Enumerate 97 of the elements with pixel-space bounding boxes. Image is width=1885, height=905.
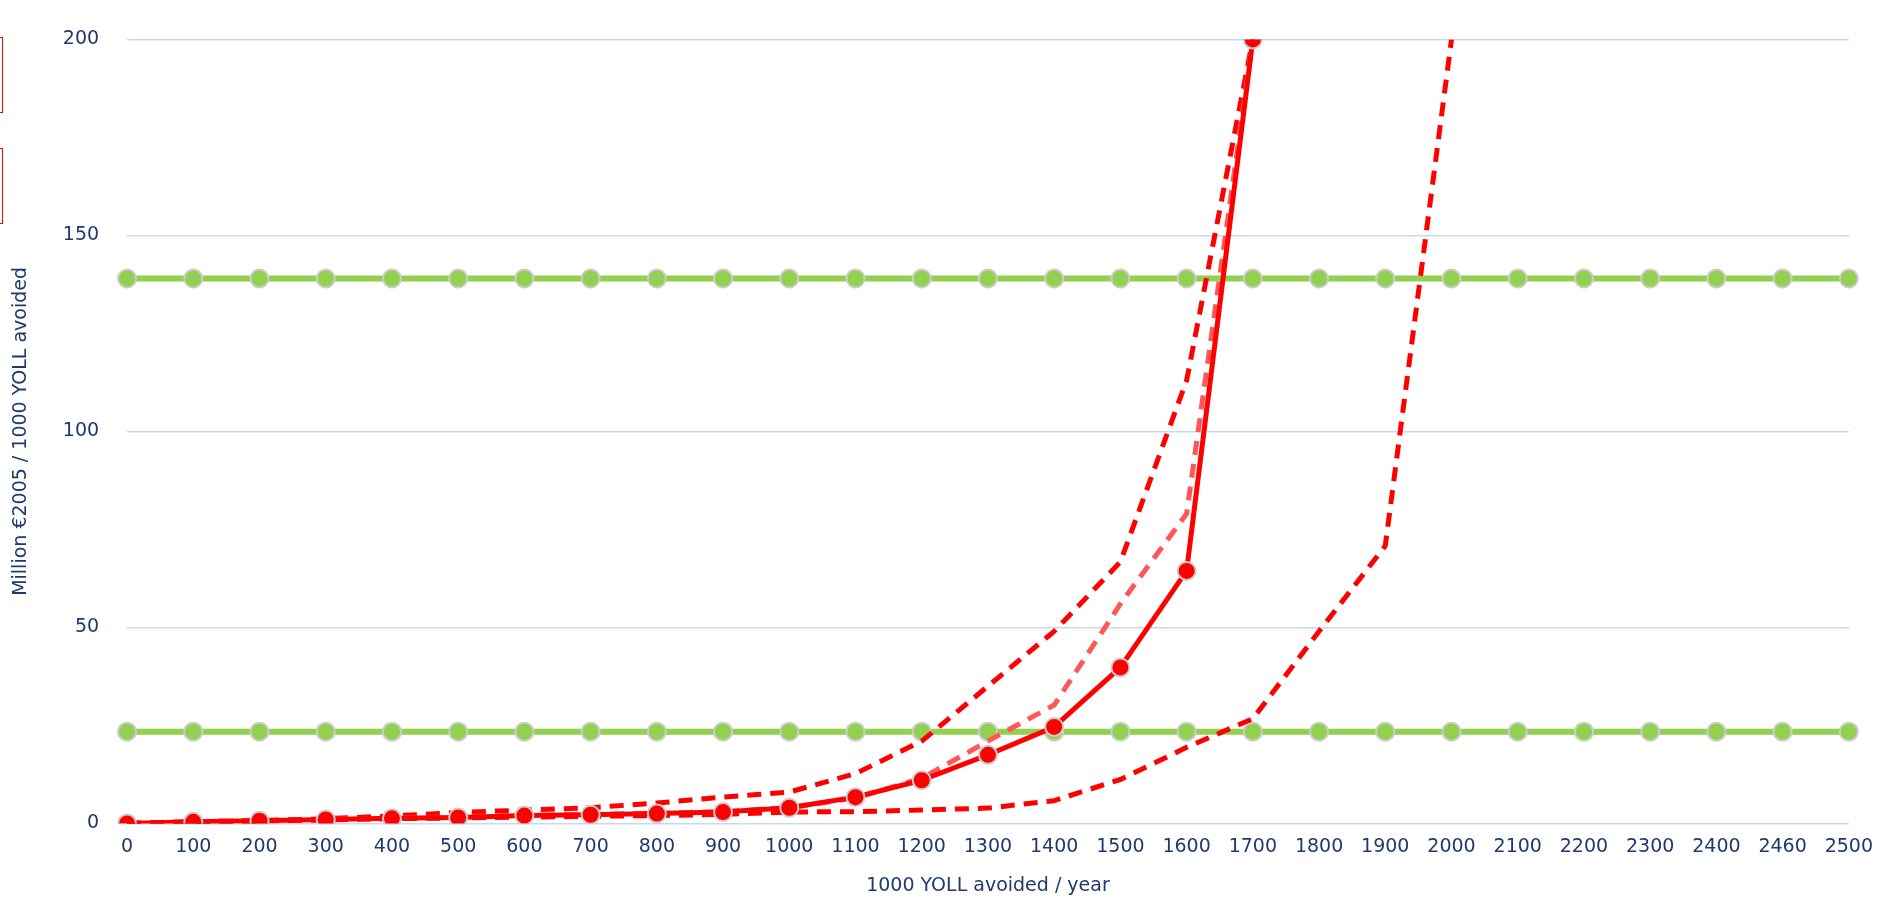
x-tick-label: 1300	[963, 833, 1013, 856]
point	[1838, 721, 1859, 742]
point	[1110, 657, 1131, 678]
point	[646, 721, 667, 742]
x-tick-label: 500	[440, 833, 477, 856]
point	[1772, 721, 1793, 742]
point	[1110, 268, 1131, 289]
point	[779, 797, 800, 818]
x-tick-label: 400	[373, 833, 411, 856]
point	[1044, 268, 1065, 289]
x-tick-label: 800	[638, 833, 675, 856]
point	[448, 721, 469, 742]
point	[1375, 268, 1396, 289]
point	[117, 721, 138, 742]
point	[183, 721, 204, 742]
point	[1507, 721, 1528, 742]
point	[381, 721, 402, 742]
x-tick-label: 200	[241, 833, 278, 856]
point	[977, 268, 998, 289]
x-tick-label: 300	[307, 833, 344, 856]
point	[117, 268, 138, 289]
point	[1176, 268, 1197, 289]
x-tick-label: 1700	[1228, 833, 1278, 856]
point	[1640, 268, 1661, 289]
x-tick-label: 2300	[1625, 833, 1675, 856]
x-tick-label: 1600	[1162, 833, 1211, 856]
x-tick-label: 2000	[1427, 833, 1476, 856]
point	[1706, 721, 1727, 742]
point	[911, 770, 932, 791]
y-tick-label: 0	[86, 810, 100, 833]
point	[845, 721, 866, 742]
point	[1242, 721, 1263, 742]
point	[1441, 721, 1462, 742]
point	[580, 721, 601, 742]
point	[646, 268, 667, 289]
x-tick-label: 1900	[1361, 833, 1410, 856]
point	[911, 268, 932, 289]
y-tick-label: 200	[62, 26, 100, 49]
point	[249, 268, 270, 289]
x-tick-label: 700	[572, 833, 609, 856]
point	[713, 268, 734, 289]
x-tick-label: 2100	[1493, 833, 1542, 856]
x-tick-label: 1100	[831, 833, 880, 856]
x-tick-label: 900	[704, 833, 742, 856]
x-tick-label: 1400	[1029, 833, 1079, 856]
x-tick-label: 1200	[897, 833, 946, 856]
x-tick-label: 1000	[765, 833, 814, 856]
point	[1309, 268, 1330, 289]
point	[977, 744, 998, 765]
point	[1573, 268, 1594, 289]
point	[845, 268, 866, 289]
point	[713, 721, 734, 742]
point	[315, 721, 336, 742]
point	[779, 268, 800, 289]
point	[713, 802, 734, 823]
point	[1573, 721, 1594, 742]
y-tick-label: 50	[74, 614, 100, 637]
point	[1640, 721, 1661, 742]
point	[514, 268, 535, 289]
point	[1110, 721, 1131, 742]
point	[1309, 721, 1330, 742]
point	[1176, 721, 1197, 742]
x-tick-label: 2500	[1824, 833, 1873, 856]
point	[448, 807, 469, 824]
point	[514, 721, 535, 742]
point	[1507, 268, 1528, 289]
point	[1441, 268, 1462, 289]
point	[1772, 268, 1793, 289]
point	[249, 721, 270, 742]
y-axis-title: Million €2005 / 1000 YOLL avoided	[8, 266, 31, 596]
x-tick-label: 2460	[1758, 833, 1807, 856]
point	[580, 804, 601, 824]
point	[448, 268, 469, 289]
x-tick-label: 600	[506, 833, 543, 856]
point	[1706, 268, 1727, 289]
point	[1044, 716, 1065, 737]
y-tick-label: 100	[62, 418, 100, 441]
x-tick-label: 2200	[1559, 833, 1609, 856]
y-tick-label: 150	[62, 222, 100, 245]
point	[315, 268, 336, 289]
point	[381, 268, 402, 289]
x-tick-label: 2400	[1692, 833, 1741, 856]
point	[845, 787, 866, 808]
x-tick-label: 0	[121, 833, 134, 856]
x-tick-label: 1800	[1294, 833, 1344, 856]
x-tick-label: 100	[175, 833, 212, 856]
x-axis-title: 1000 YOLL avoided / year	[866, 872, 1110, 895]
point	[183, 268, 204, 289]
point	[779, 721, 800, 742]
point	[1176, 560, 1197, 581]
point	[1375, 721, 1396, 742]
point	[646, 803, 667, 824]
point	[1838, 268, 1859, 289]
point	[1242, 268, 1263, 289]
point	[514, 805, 535, 824]
point	[580, 268, 601, 289]
x-tick-label: 1500	[1096, 833, 1145, 856]
